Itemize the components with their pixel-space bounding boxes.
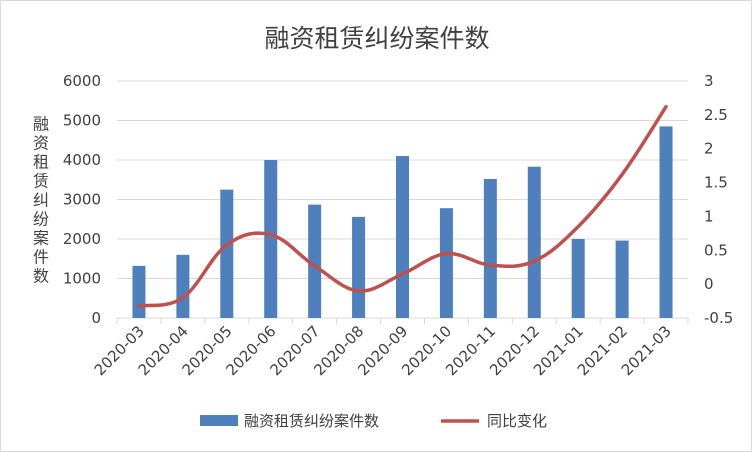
y2-tick-label: 1.5 xyxy=(704,174,728,192)
bar xyxy=(132,266,145,318)
bar xyxy=(660,126,673,318)
y-axis-label-char: 融 xyxy=(33,115,49,134)
bar xyxy=(484,179,497,318)
bar xyxy=(352,217,365,318)
y-axis-label-char: 案 xyxy=(33,229,49,248)
legend-bar-label: 融资租赁纠纷案件数 xyxy=(244,412,379,430)
legend: 融资租赁纠纷案件数 同比变化 xyxy=(200,412,547,430)
bar xyxy=(572,239,585,318)
y-axis-label-char: 纷 xyxy=(33,210,49,229)
y2-tick-label: 0.5 xyxy=(704,241,728,259)
y-tick-label: 1000 xyxy=(63,270,101,288)
y2-tick-label: 1 xyxy=(704,207,714,225)
y-axis-label-char: 赁 xyxy=(33,172,49,191)
y2-tick-label: 0 xyxy=(704,275,714,293)
legend-line-label: 同比变化 xyxy=(487,412,547,430)
bar xyxy=(440,208,453,318)
bar xyxy=(264,160,277,318)
bar xyxy=(616,241,629,318)
y2-tick-label: -0.5 xyxy=(704,309,733,327)
bar xyxy=(176,255,189,318)
y-tick-label: 0 xyxy=(91,309,101,327)
y-axis-label-char: 件 xyxy=(33,248,49,267)
y-axis-label: 融资租赁纠纷案件数 xyxy=(33,115,49,286)
y-tick-label: 5000 xyxy=(63,112,101,130)
y-tick-label: 6000 xyxy=(63,72,101,90)
y-tick-label: 4000 xyxy=(63,151,101,169)
y-tick-label: 3000 xyxy=(63,191,101,209)
bar-series xyxy=(132,126,672,318)
y-axis-label-char: 资 xyxy=(33,134,49,153)
y-tick-label: 2000 xyxy=(63,230,101,248)
bar xyxy=(528,167,541,318)
y-axis-label-char: 数 xyxy=(33,267,49,286)
bar xyxy=(396,156,409,318)
legend-bar-swatch xyxy=(200,415,238,426)
y2-tick-label: 3 xyxy=(704,72,714,90)
y-axis-label-char: 纠 xyxy=(33,191,49,210)
chart-title: 融资租赁纠纷案件数 xyxy=(264,24,489,53)
y-axis-label-char: 租 xyxy=(33,153,49,172)
bar xyxy=(220,190,233,318)
y2-tick-label: 2.5 xyxy=(704,106,728,124)
y2-tick-label: 2 xyxy=(704,140,714,158)
